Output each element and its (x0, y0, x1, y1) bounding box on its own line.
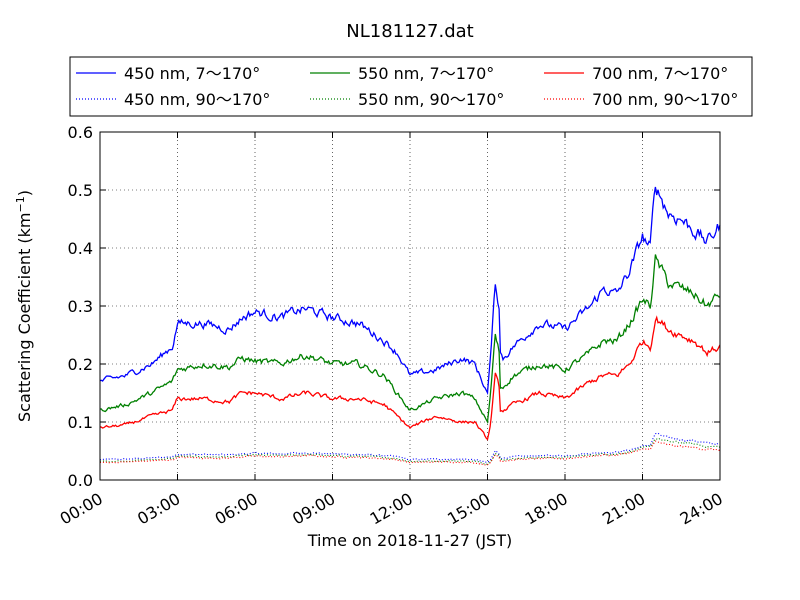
series-line-0 (99, 186, 721, 396)
grid (100, 132, 720, 480)
legend-label-2: 700 nm, 7～170° (592, 64, 728, 83)
x-axis-label: Time on 2018-11-27 (JST) (307, 531, 512, 550)
chart-title: NL181127.dat (346, 21, 473, 42)
y-tick-label: 0.5 (68, 181, 93, 200)
series-line-1 (99, 254, 721, 424)
legend (69, 56, 753, 117)
legend-label-4: 550 nm, 90～170° (358, 90, 504, 109)
legend-label-3: 450 nm, 90～170° (124, 90, 270, 109)
legend-label-5: 700 nm, 90～170° (592, 90, 738, 109)
y-axis-label-main: Scattering Coefficient (km (15, 212, 34, 422)
y-tick-label: 0.3 (68, 297, 93, 316)
y-tick-label: 0.4 (68, 239, 93, 258)
y-axis-label: Scattering Coefficient (km−1) (14, 190, 34, 422)
y-tick-label: 0.2 (68, 355, 93, 374)
series-line-4 (99, 438, 721, 465)
series-line-3 (99, 432, 721, 463)
series-layer (99, 186, 721, 466)
legend-label-0: 450 nm, 7～170° (124, 64, 260, 83)
y-tick-label: 0.1 (68, 413, 93, 432)
series-line-2 (99, 315, 721, 441)
y-tick-label: 0.0 (68, 471, 93, 490)
y-axis-label-exponent: −1 (14, 196, 27, 212)
legend-entries: 450 nm, 7～170° 550 nm, 7～170° 700 nm, 7～17… (76, 64, 738, 109)
y-axis-label-close: ) (15, 190, 34, 196)
legend-label-1: 550 nm, 7～170° (358, 64, 494, 83)
y-tick-label: 0.6 (68, 123, 93, 142)
